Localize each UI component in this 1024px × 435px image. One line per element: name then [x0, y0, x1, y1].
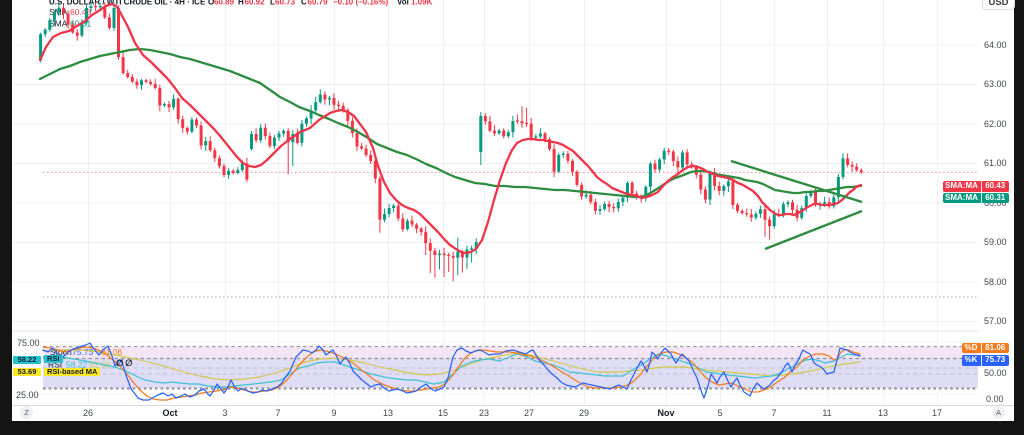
svg-text:Vol: Vol	[397, 0, 409, 7]
svg-text:−0.10 (−0.16%): −0.10 (−0.16%)	[333, 0, 388, 7]
svg-text:60.79: 60.79	[308, 0, 329, 7]
svg-text:H: H	[238, 0, 244, 7]
svg-text:60.43: 60.43	[70, 7, 92, 17]
svg-text:RSI: RSI	[48, 359, 62, 369]
svg-text:1.09K: 1.09K	[411, 0, 433, 7]
svg-text:81.06: 81.06	[101, 347, 123, 357]
svg-text:O: O	[208, 0, 214, 7]
svg-text:SMA: SMA	[49, 19, 68, 29]
svg-text:C: C	[301, 0, 307, 7]
svg-text:L: L	[270, 0, 275, 7]
svg-text:60.73: 60.73	[275, 0, 296, 7]
svg-text:Stoch: Stoch	[50, 347, 72, 357]
svg-text:60.89: 60.89	[214, 0, 235, 7]
svg-text:60.92: 60.92	[245, 0, 266, 7]
svg-text:U.S. DOLLAR / WTI CRUDE OIL ·: U.S. DOLLAR / WTI CRUDE OIL · 4H · ICE	[49, 0, 206, 7]
svg-text:58.22: 58.22	[66, 359, 88, 369]
svg-text:75.73: 75.73	[72, 347, 94, 357]
